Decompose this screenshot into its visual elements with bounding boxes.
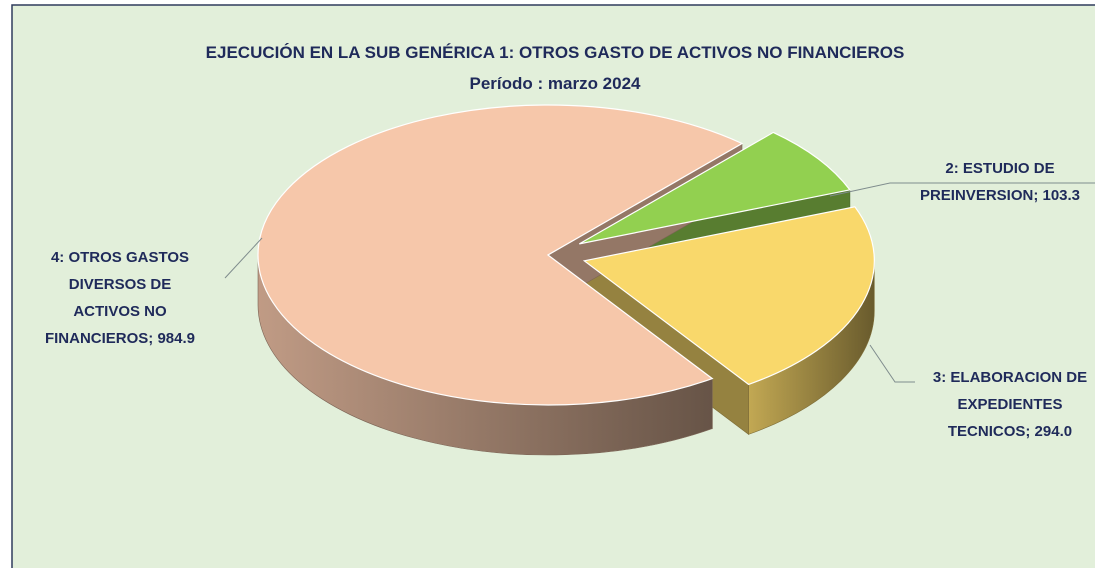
- pie-slice: [257, 104, 744, 406]
- data-label: 2: ESTUDIO DE PREINVERSION; 103.3: [920, 160, 1080, 204]
- chart-title: EJECUCIÓN EN LA SUB GENÉRICA 1: OTROS GA…: [206, 43, 905, 62]
- leader-line: [829, 182, 1095, 197]
- data-label: 4: OTROS GASTOS DIVERSOS DE ACTIVOS NO FINA…: [45, 249, 195, 347]
- pie-slice: [582, 206, 875, 386]
- leader-line: [869, 344, 915, 383]
- data-label: 3: ELABORACION DE EXPEDIENTES TECNICOS; 29…: [933, 369, 1087, 440]
- pie-slice: [579, 131, 851, 245]
- chart-subtitle: Período : marzo 2024: [469, 74, 641, 93]
- leader-line: [224, 237, 263, 279]
